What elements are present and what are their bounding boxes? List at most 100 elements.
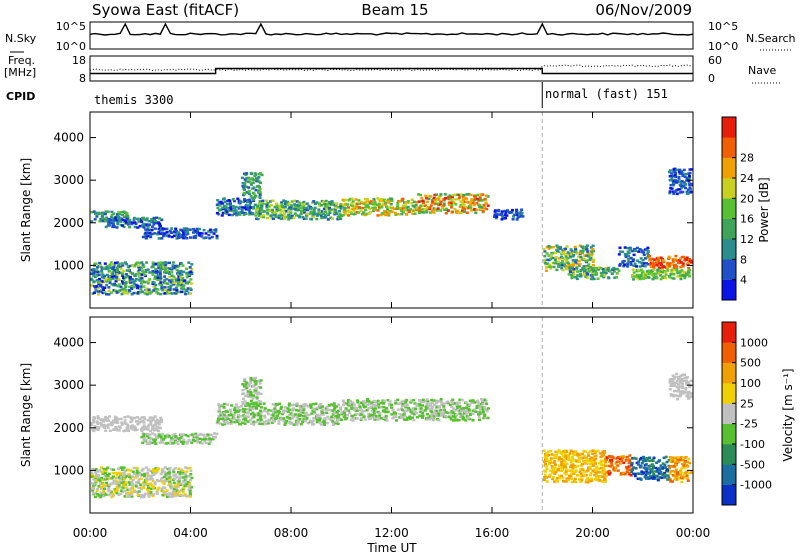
heatmap-cell [312,215,316,219]
heatmap-cell [622,471,626,475]
heatmap-cell [642,253,646,257]
heatmap-cell [262,420,266,424]
heatmap-cell [675,179,679,183]
heatmap-cell [573,459,577,462]
heatmap-cell [582,273,586,277]
heatmap-cell [547,450,551,453]
heatmap-cell [320,210,324,213]
heatmap-cell [254,380,258,383]
heatmap-cell [424,405,428,408]
heatmap-cell [682,273,686,277]
heatmap-cell [175,233,179,237]
heatmap-cell [350,197,354,200]
heatmap-cell [627,472,631,476]
heatmap-cell [410,411,414,414]
heatmap-cell [182,284,186,287]
heatmap-cell [385,212,389,216]
heatmap-cell [259,392,263,396]
heatmap-cell [607,473,611,476]
heatmap-cell [417,193,420,196]
heatmap-cell [564,467,568,471]
heatmap-cell [654,272,658,275]
heatmap-cell [600,455,604,458]
heatmap-cell [634,249,637,252]
heatmap-cell [131,488,135,491]
heatmap-cell [171,495,174,498]
heatmap-cell [572,268,576,271]
heatmap-cell [136,419,139,423]
heatmap-cell [469,193,473,197]
heatmap-cell [597,268,601,271]
heatmap-cell [351,416,355,419]
heatmap-cell [252,420,256,423]
heatmap-cell [189,492,192,496]
heatmap-cell [90,272,94,275]
heatmap-cell [618,262,622,266]
heatmap-cell [685,383,689,386]
heatmap-cell [566,261,570,264]
heatmap-cell [680,269,684,272]
heatmap-cell [588,479,592,482]
heatmap-cell [547,247,551,250]
heatmap-cell [450,206,453,209]
heatmap-cell [144,438,148,442]
heatmap-cell [154,268,158,271]
heatmap-cell [655,276,659,280]
heatmap-cell [661,467,665,470]
heatmap-cell [615,267,619,271]
heatmap-cell [155,269,159,273]
heatmap-cell [382,405,386,409]
heatmap-cell [165,479,169,483]
heatmap-cell [174,435,178,438]
heatmap-cell [402,399,406,403]
heatmap-cell [336,409,340,413]
heatmap-cell [462,417,465,420]
heatmap-cell [282,418,286,422]
heatmap-cell [101,273,105,277]
heatmap-cell [485,409,489,413]
freq-tick-top: 18 [72,54,86,67]
heatmap-cell [475,404,479,408]
heatmap-cell [668,472,672,475]
heatmap-cell [178,476,182,479]
heatmap-cell [566,257,570,260]
heatmap-cell [675,472,679,475]
heatmap-cell [478,196,482,199]
heatmap-cell [579,249,583,253]
heatmap-cell [241,383,245,386]
heatmap-cell [567,469,571,472]
heatmap-cell [645,470,649,473]
heatmap-cell [95,215,99,218]
heatmap-cell [243,188,246,191]
heatmap-cell [261,199,265,203]
heatmap-cell [556,451,560,454]
heatmap-cell [241,184,245,188]
heatmap-cell [574,258,578,262]
heatmap-cell [455,403,459,406]
heatmap-cell [594,469,598,472]
heatmap-cell [176,282,180,286]
heatmap-cell [364,204,368,207]
heatmap-cell [629,465,633,468]
heatmap-cell [465,200,469,203]
heatmap-cell [415,206,419,210]
nsky-tick-top: 10^5 [56,20,86,33]
heatmap-cell [443,408,446,412]
heatmap-cell [473,408,477,411]
heatmap-cell [111,223,115,226]
heatmap-cell [686,397,690,400]
heatmap-cell [574,261,578,264]
heatmap-cell [90,475,94,478]
heatmap-cell [589,246,593,249]
heatmap-cell [560,261,564,265]
heatmap-cell [545,480,549,483]
heatmap-cell [112,289,116,292]
heatmap-cell [233,411,237,414]
heatmap-cell [143,494,146,497]
heatmap-cell [342,203,345,206]
heatmap-cell [212,229,216,232]
heatmap-cell [112,265,116,269]
heatmap-cell [684,183,688,186]
heatmap-cell [186,494,190,498]
heatmap-cell [223,200,227,204]
